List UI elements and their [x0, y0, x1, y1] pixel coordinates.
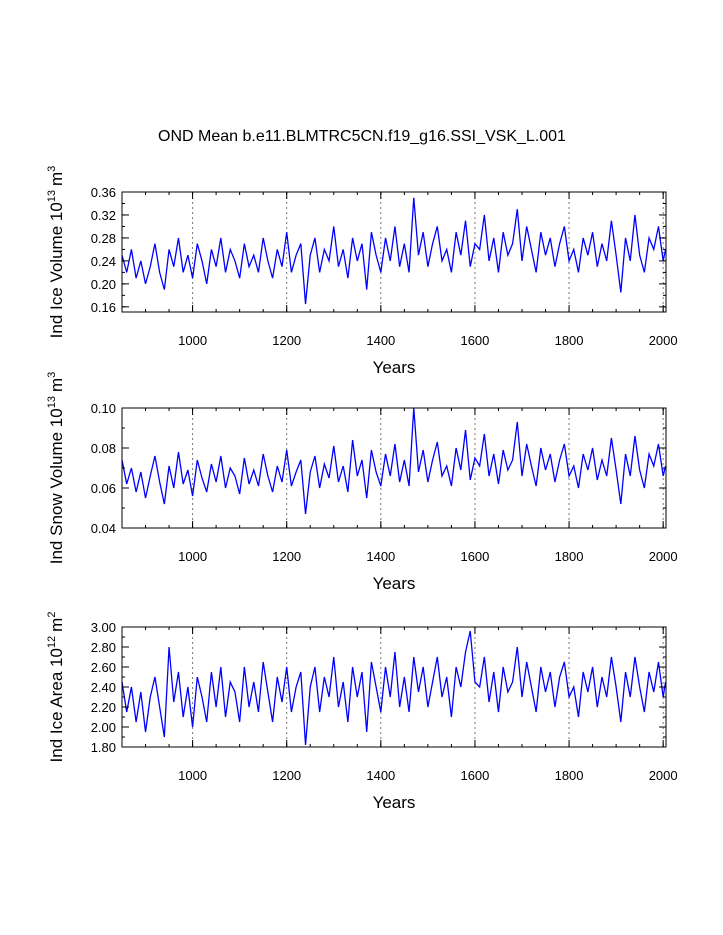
- y-tick-label: 2.00: [91, 720, 116, 735]
- x-axis-label: Years: [373, 793, 416, 812]
- y-tick-label: 2.40: [91, 680, 116, 695]
- x-tick-label: 2000: [649, 333, 678, 348]
- y-tick-label: 0.24: [91, 254, 116, 269]
- data-line: [121, 197, 667, 305]
- x-tick-label: 1000: [178, 768, 207, 783]
- x-tick-label: 1800: [555, 333, 584, 348]
- x-tick-label: 1000: [178, 549, 207, 564]
- x-tick-label: 2000: [649, 549, 678, 564]
- x-tick-label: 1200: [272, 768, 301, 783]
- y-tick-label: 3.00: [91, 620, 116, 635]
- x-tick-label: 1600: [460, 768, 489, 783]
- y-label-unit: m: [47, 378, 66, 392]
- x-tick-label: 1400: [366, 549, 395, 564]
- x-tick-label: 1600: [460, 549, 489, 564]
- y-tick-label: 0.08: [91, 441, 116, 456]
- x-tick-label: 1400: [366, 768, 395, 783]
- x-tick-label: 1800: [555, 768, 584, 783]
- y-label-unit-exp: 2: [46, 612, 58, 618]
- x-axis-label: Years: [373, 574, 416, 593]
- chart-title: OND Mean b.e11.BLMTRC5CN.f19_g16.SSI_VSK…: [158, 128, 566, 145]
- y-axis-label: Ind Ice Volume 1013 m3: [46, 166, 66, 339]
- y-label-text: Ind Ice Volume 10: [47, 202, 66, 338]
- y-label-unit: m: [47, 172, 66, 186]
- y-tick-label: 0.32: [91, 208, 116, 223]
- x-tick-label: 1800: [555, 549, 584, 564]
- x-tick-label: 1600: [460, 333, 489, 348]
- y-tick-label: 0.20: [91, 277, 116, 292]
- x-tick-label: 1200: [272, 333, 301, 348]
- y-tick-label: 0.16: [91, 300, 116, 315]
- x-axis-label: Years: [373, 358, 416, 377]
- y-tick-label: 1.80: [91, 740, 116, 755]
- y-tick-label: 0.06: [91, 481, 116, 496]
- x-tick-label: 1000: [178, 333, 207, 348]
- plot-frame: [121, 191, 667, 313]
- x-tick-label: 1400: [366, 333, 395, 348]
- x-tick-label: 2000: [649, 768, 678, 783]
- y-label-unit: m: [47, 618, 66, 632]
- y-tick-label: 2.20: [91, 700, 116, 715]
- y-label-exp: 13: [46, 190, 58, 202]
- y-axis-label: Ind Snow Volume 1013 m3: [46, 372, 66, 565]
- y-tick-label: 0.28: [91, 231, 116, 246]
- plot-frame: [121, 407, 667, 529]
- y-tick-label: 0.36: [91, 185, 116, 200]
- x-tick-label: 1200: [272, 549, 301, 564]
- y-label-unit-exp: 3: [46, 372, 58, 378]
- y-axis-label: Ind Ice Area 1012 m2: [46, 612, 66, 763]
- data-line: [121, 407, 667, 515]
- y-label-exp: 12: [46, 636, 58, 648]
- y-tick-label: 2.60: [91, 660, 116, 675]
- y-label-text: Ind Ice Area 10: [47, 648, 66, 762]
- y-tick-label: 0.04: [91, 521, 116, 536]
- y-label-unit-exp: 3: [46, 166, 58, 172]
- data-line: [121, 630, 667, 746]
- y-label-exp: 13: [46, 396, 58, 408]
- y-label-text: Ind Snow Volume 10: [47, 408, 66, 564]
- plot-frame: [121, 626, 667, 748]
- y-tick-label: 2.80: [91, 640, 116, 655]
- y-tick-label: 0.10: [91, 401, 116, 416]
